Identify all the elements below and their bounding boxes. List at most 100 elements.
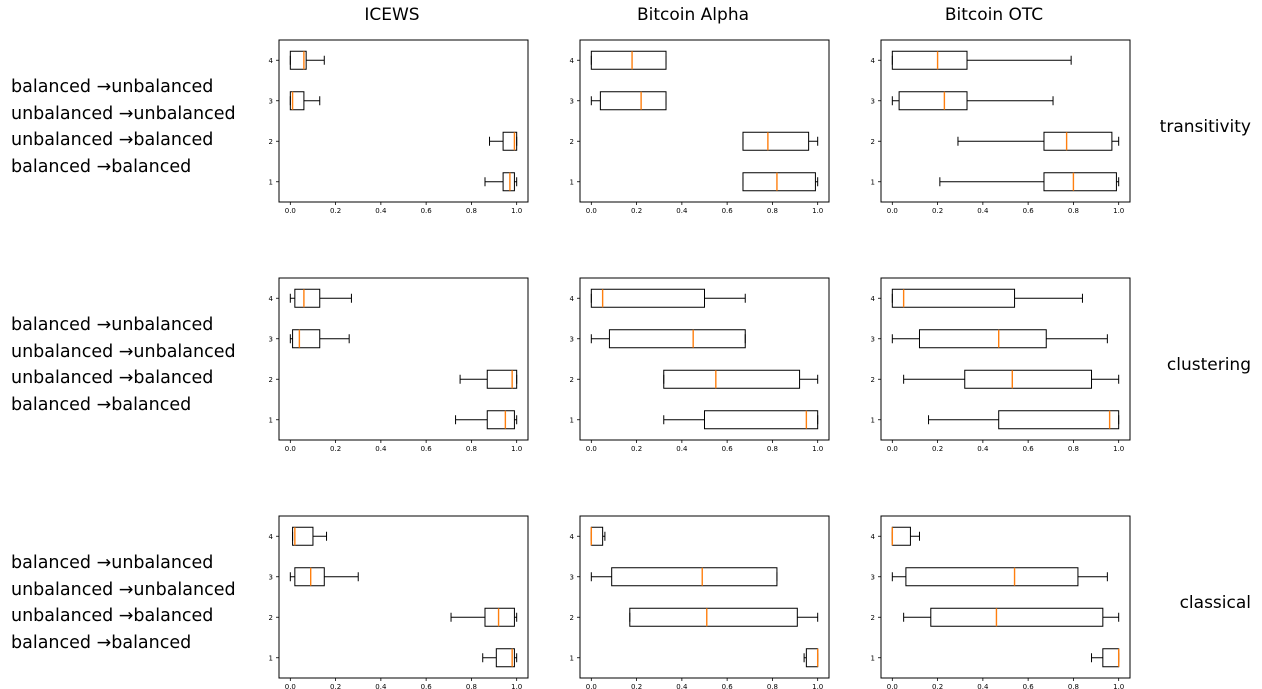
x-tick-label: 0.4 [375,445,387,453]
y-tick-label: 1 [269,416,273,424]
category-label: unbalanced →unbalanced [11,341,236,362]
y-tick-label: 4 [871,295,876,303]
y-tick-label: 3 [269,335,273,343]
box [1043,172,1117,192]
column-title-icews: ICEWS [364,5,420,25]
x-tick-label: 0.0 [887,207,898,215]
x-tick-label: 1.0 [511,445,522,453]
box [891,50,968,70]
axes-frame [579,277,830,441]
subplot-bitcoin-alpha-clustering: 0.0 0.2 0.4 0.6 0.8 1.0 1 2 3 4 [570,277,830,453]
box [486,410,515,430]
x-tick-label: 1.0 [511,207,522,215]
y-tick-label: 1 [570,654,574,662]
box [629,607,798,627]
x-tick-label: 0.2 [631,683,642,689]
y-tick-label: 1 [269,654,273,662]
box [294,567,325,587]
category-labels-row-3: balanced →unbalanced unbalanced →unbalan… [11,550,236,657]
box [930,607,1104,627]
x-tick-label: 0.6 [421,683,433,689]
y-tick-label: 2 [871,138,875,146]
subplot-bitcoin-alpha-transitivity: 0.0 0.2 0.4 0.6 0.8 1.0 1 2 3 4 [570,39,830,215]
y-tick-label: 2 [871,376,875,384]
column-title-bitcoin-alpha: Bitcoin Alpha [636,5,750,25]
box [599,91,667,111]
box [292,526,314,546]
x-tick-label: 1.0 [1113,207,1124,215]
axes-frame [278,39,529,203]
x-tick-label: 0.8 [767,445,778,453]
x-tick-label: 1.0 [812,445,823,453]
box [502,172,515,192]
y-tick-label: 3 [871,97,875,105]
box [891,288,1016,308]
x-tick-label: 0.4 [676,207,688,215]
axes-frame [880,39,1131,203]
x-tick-label: 0.2 [932,207,943,215]
y-tick-label: 4 [871,533,876,541]
box [998,410,1120,430]
y-tick-label: 4 [871,57,876,65]
y-tick-label: 3 [871,335,875,343]
x-tick-label: 0.4 [676,445,688,453]
axes-frame [880,277,1131,441]
axes-frame [579,39,830,203]
box [704,410,819,430]
box [292,329,321,349]
y-tick-label: 4 [570,295,575,303]
x-tick-label: 0.2 [330,207,341,215]
box [608,329,746,349]
y-tick-label: 4 [570,57,575,65]
y-tick-label: 3 [269,97,273,105]
box [484,607,515,627]
subplot-bitcoin-alpha-classical: 0.0 0.2 0.4 0.6 0.8 1.0 1 2 3 4 [570,515,830,689]
x-tick-label: 0.8 [1068,683,1079,689]
box [611,567,778,587]
y-tick-label: 2 [570,614,574,622]
x-tick-label: 1.0 [812,683,823,689]
x-tick-label: 0.8 [466,683,477,689]
x-tick-label: 0.4 [977,445,989,453]
x-tick-label: 0.4 [676,683,688,689]
metric-label-transitivity: transitivity [1159,117,1251,137]
y-tick-label: 1 [269,178,273,186]
x-tick-label: 0.0 [887,683,898,689]
box [964,369,1093,389]
x-tick-label: 0.4 [977,207,989,215]
x-tick-label: 0.0 [285,683,296,689]
y-tick-label: 4 [269,57,274,65]
y-tick-label: 2 [570,138,574,146]
y-tick-label: 1 [871,416,875,424]
box [905,567,1079,587]
x-tick-label: 0.0 [285,445,296,453]
x-tick-label: 0.6 [1023,445,1035,453]
box [502,131,518,151]
category-label: balanced →balanced [11,633,192,654]
x-tick-label: 0.0 [586,445,597,453]
box [495,648,515,668]
x-tick-label: 0.8 [466,445,477,453]
y-tick-label: 2 [269,376,273,384]
box [891,526,911,546]
x-tick-label: 0.4 [375,683,387,689]
box [590,50,667,70]
box [742,131,810,151]
subplot-bitcoin-otc-classical: 0.0 0.2 0.4 0.6 0.8 1.0 1 2 3 4 [871,515,1131,689]
x-tick-label: 0.4 [977,683,989,689]
axes-frame [579,515,830,679]
metric-label-clustering: clustering [1166,355,1251,375]
x-tick-label: 0.6 [722,683,734,689]
box [590,288,705,308]
x-tick-label: 1.0 [1113,445,1124,453]
box [805,648,819,668]
y-tick-label: 3 [570,335,574,343]
x-tick-label: 0.6 [722,207,734,215]
x-tick-label: 0.8 [767,683,778,689]
y-tick-label: 4 [269,533,274,541]
category-label: balanced →unbalanced [11,77,214,97]
x-tick-label: 0.4 [375,207,387,215]
subplot-icews-clustering: 0.0 0.2 0.4 0.6 0.8 1.0 1 2 3 4 [269,277,529,453]
x-tick-label: 1.0 [1113,683,1124,689]
axes-frame [278,515,529,679]
